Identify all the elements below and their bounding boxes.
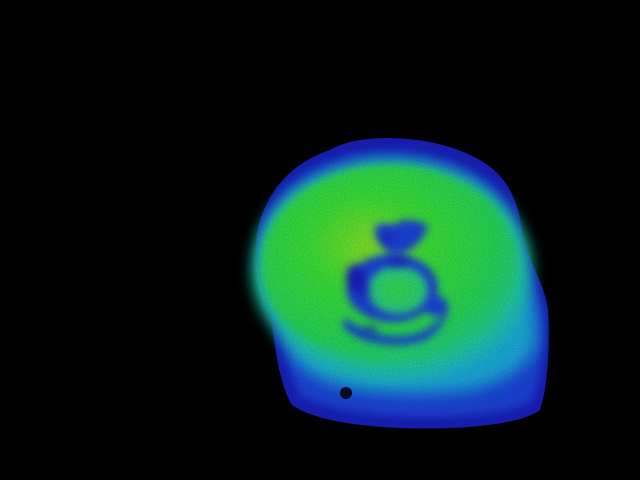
sensor-noise <box>256 138 549 429</box>
